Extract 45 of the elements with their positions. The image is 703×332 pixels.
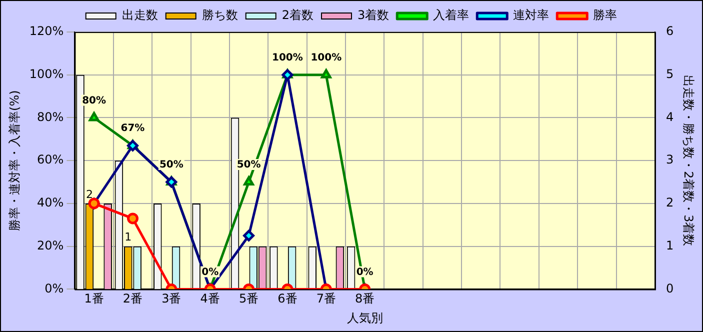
data-label: 100% [310,52,342,64]
data-label: 100% [272,52,303,64]
y2-tick-label: 2 [666,196,674,210]
x-axis-title: 人気別 [346,310,383,325]
y-tick-label: 0% [44,281,64,296]
x-tick-label: 5番 [238,292,259,306]
legend-label: 勝率 [593,8,618,22]
y2-tick-label: 5 [666,66,674,81]
y-tick-label: 40% [37,196,64,210]
y2-tick-label: 0 [666,281,674,296]
x-tick-label: 4番 [200,292,220,306]
x-tick-label: 7番 [316,292,336,306]
y2-tick-label: 4 [666,110,674,124]
y-tick-label: 100% [29,66,64,81]
point [321,69,332,78]
y2-tick-label: 6 [666,24,674,38]
data-label: 50% [236,160,261,171]
point [244,176,254,186]
y-axis-title: 勝率・連対率・入着率(%) [7,90,22,231]
legend-label: 3着数 [358,8,390,22]
data-label: 80% [82,95,106,106]
legend-label: 連対率 [513,8,550,22]
data-label: 1 [124,230,132,244]
data-label: 2 [86,188,93,201]
data-label: 0% [356,266,374,278]
legend-label: 出走数 [122,8,158,22]
x-tick-label: 1番 [84,292,104,306]
y2-axis-title: 出走数・勝ち数・2着数・3着数 [682,74,696,246]
x-tick-label: 2番 [122,292,143,306]
data-label: 67% [120,123,145,134]
y2-tick-label: 1 [666,238,674,252]
x-tick-label: 6番 [278,292,298,306]
legend-label: 2着数 [282,8,314,22]
x-tick-label: 8番 [355,292,375,306]
legend-label: 入着率 [433,8,470,22]
y-tick-label: 20% [37,238,64,252]
data-label: 50% [159,160,184,171]
data-label: 0% [202,266,219,278]
point [88,112,100,122]
y-tick-label: 80% [37,110,64,124]
y2-tick-label: 3 [666,152,674,167]
x-tick-label: 3番 [162,292,182,306]
legend-label: 勝ち数 [202,8,238,22]
y-tick-label: 60% [37,152,64,167]
y-tick-label: 120% [29,24,64,38]
